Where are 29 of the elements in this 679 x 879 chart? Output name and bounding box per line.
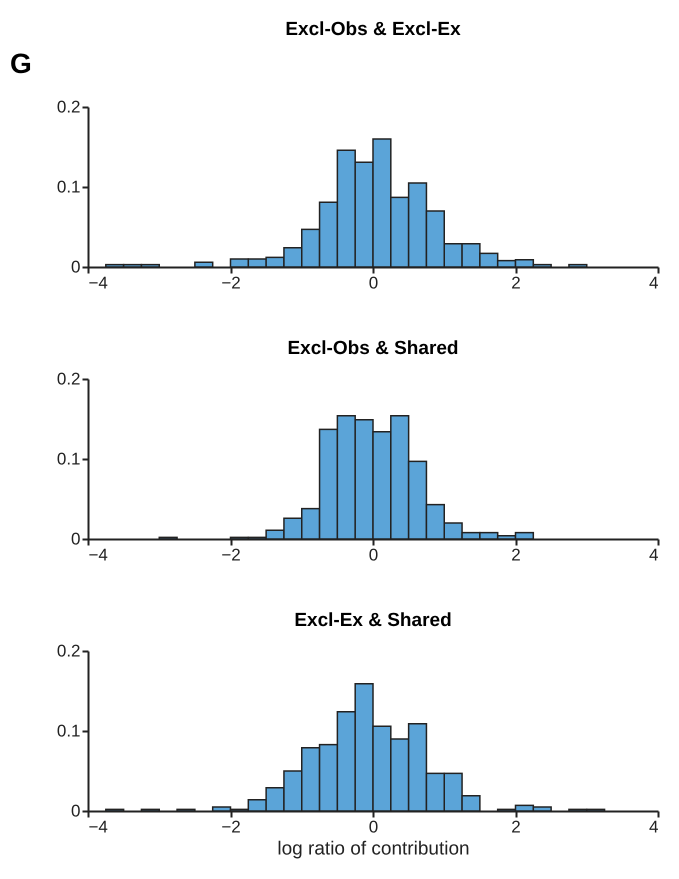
x-tick-label: 2	[511, 274, 521, 292]
x-tick-label: −2	[221, 818, 241, 836]
y-tick-label: 0.1	[56, 178, 80, 196]
x-tick-label: 2	[511, 546, 521, 564]
y-tick-label: 0.1	[56, 722, 80, 740]
x-tick-label: −4	[88, 274, 108, 292]
x-tick-label: −2	[221, 546, 241, 564]
chart-title: Excl-Obs & Excl-Ex	[285, 19, 462, 40]
y-tick-label: 0	[71, 802, 80, 820]
text: G	[10, 48, 32, 79]
x-tick-label: 4	[649, 546, 658, 564]
y-tick-label: 0.1	[56, 450, 80, 468]
x-tick-label: 4	[649, 818, 658, 836]
x-tick-label: 0	[368, 818, 378, 836]
y-tick-label: 0.2	[56, 98, 80, 116]
x-tick-label: 2	[511, 818, 521, 836]
x-tick-label: 4	[649, 274, 658, 292]
y-tick-label: 0	[71, 258, 80, 276]
chart-title: Excl-Obs & Shared	[287, 338, 459, 359]
chart-title: Excl-Ex & Shared	[294, 610, 452, 631]
y-tick-label: 0.2	[56, 642, 80, 660]
x-tick-label: −4	[88, 818, 108, 836]
x-tick-label: 0	[368, 274, 378, 292]
x-tick-label: −2	[221, 274, 241, 292]
x-tick-label: −4	[88, 546, 108, 564]
x-tick-label: 0	[368, 546, 378, 564]
x-axis-title: log ratio of contribution	[277, 838, 470, 860]
y-tick-label: 0.2	[56, 370, 80, 388]
y-tick-label: 0	[71, 530, 80, 548]
